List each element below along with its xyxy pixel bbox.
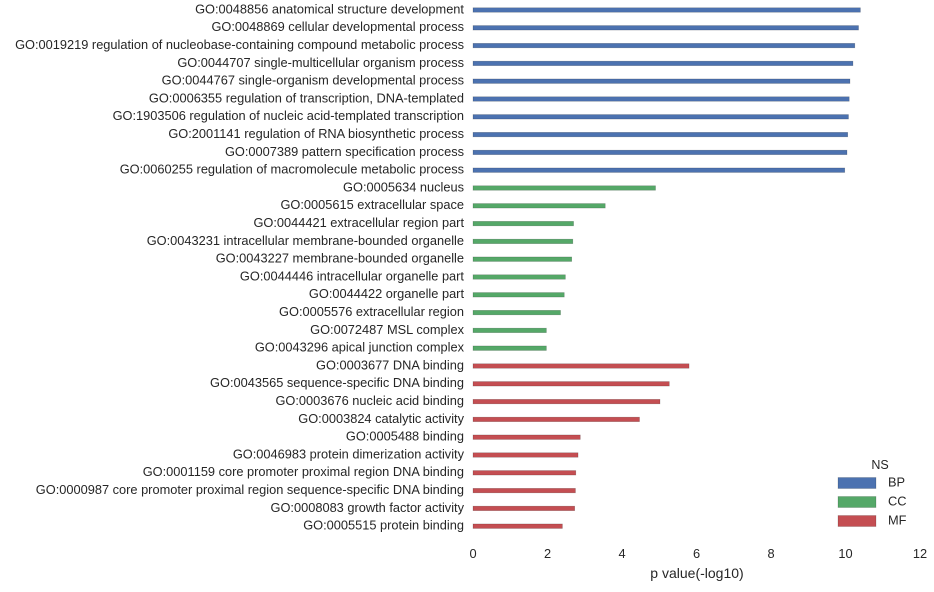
bar-mf-26: [472, 470, 577, 476]
y-tick-label: GO:0044707 single-multicellular organism…: [177, 55, 464, 70]
x-tick-labels: 0 2 4 6 8 10 12: [469, 546, 927, 561]
bar-bp-2: [472, 43, 856, 49]
y-tick-label: GO:0044446 intracellular organelle part: [240, 268, 465, 283]
bar-cc-12: [472, 221, 574, 227]
x-tick-label: 8: [767, 546, 774, 561]
bar-cc-19: [472, 345, 547, 351]
x-tick-label: 4: [618, 546, 625, 561]
legend-swatch-bp: [837, 477, 877, 489]
legend-label-bp: BP: [888, 474, 905, 489]
bar-mf-28: [472, 505, 575, 511]
legend-label-mf: MF: [888, 512, 907, 527]
y-tick-label: GO:2001141 regulation of RNA biosyntheti…: [168, 126, 464, 141]
y-tick-label: GO:0001159 core promoter proximal region…: [143, 464, 464, 479]
bar-cc-16: [472, 292, 565, 298]
legend-swatch-mf: [837, 515, 877, 527]
y-tick-label: GO:0043296 apical junction complex: [255, 340, 465, 355]
x-tick-label: 2: [544, 546, 551, 561]
bar-bp-4: [472, 78, 851, 84]
bars-layer: [472, 7, 861, 529]
x-tick-label: 12: [913, 546, 927, 561]
bar-mf-29: [472, 523, 563, 529]
x-axis-label: p value(-log10): [650, 565, 743, 581]
y-tick-label: GO:0043565 sequence-specific DNA binding: [210, 375, 464, 390]
y-tick-label: GO:0060255 regulation of macromolecule m…: [120, 162, 464, 177]
bar-mf-21: [472, 381, 670, 387]
y-tick-label: GO:0005488 binding: [346, 429, 464, 444]
y-tick-label: GO:0006355 regulation of transcription, …: [149, 90, 464, 105]
x-tick-label: 0: [469, 546, 476, 561]
bar-cc-10: [472, 185, 656, 191]
bar-cc-13: [472, 238, 574, 244]
y-tick-label: GO:0043231 intracellular membrane-bounde…: [147, 233, 464, 248]
bar-cc-15: [472, 274, 566, 280]
bar-bp-3: [472, 60, 854, 66]
y-tick-label: GO:0044767 single-organism developmental…: [162, 73, 464, 88]
legend: NS BP CC MF: [837, 458, 907, 527]
bar-bp-5: [472, 96, 850, 102]
y-tick-label: GO:0043227 membrane-bounded organelle: [216, 251, 464, 266]
bar-mf-27: [472, 488, 576, 494]
y-tick-label: GO:0005615 extracellular space: [280, 197, 464, 212]
y-tick-label: GO:0005634 nucleus: [343, 179, 464, 194]
bar-mf-24: [472, 434, 581, 440]
y-tick-label: GO:0005515 protein binding: [303, 518, 464, 533]
y-tick-label: GO:0044421 extracellular region part: [253, 215, 464, 230]
y-tick-label: GO:0046983 protein dimerization activity: [233, 446, 465, 461]
legend-label-cc: CC: [888, 493, 906, 508]
y-tick-label: GO:0003677 DNA binding: [316, 357, 464, 372]
y-tick-label: GO:0003676 nucleic acid binding: [275, 393, 464, 408]
y-tick-label: GO:0000987 core promoter proximal region…: [36, 482, 464, 497]
bar-cc-18: [472, 327, 547, 333]
y-tick-label: GO:0003824 catalytic activity: [298, 411, 464, 426]
y-tick-label: GO:0072487 MSL complex: [310, 322, 464, 337]
bar-mf-25: [472, 452, 579, 458]
y-tick-label: GO:0048856 anatomical structure developm…: [195, 1, 464, 16]
bar-mf-23: [472, 416, 640, 422]
y-tick-label: GO:1903506 regulation of nucleic acid-te…: [113, 108, 464, 123]
y-tick-label: GO:0008083 growth factor activity: [271, 500, 465, 515]
bar-bp-7: [472, 132, 849, 138]
legend-swatch-cc: [837, 496, 877, 508]
bar-cc-14: [472, 256, 573, 262]
y-tick-label: GO:0044422 organelle part: [309, 286, 465, 301]
bar-bp-9: [472, 167, 846, 173]
legend-title: NS: [871, 458, 888, 472]
y-tick-label: GO:0007389 pattern specification process: [225, 144, 464, 159]
y-tick-label: GO:0048869 cellular developmental proces…: [211, 19, 464, 34]
bar-cc-11: [472, 203, 606, 209]
bar-bp-6: [472, 114, 849, 120]
bar-bp-8: [472, 149, 848, 155]
bar-mf-20: [472, 363, 690, 369]
bar-bp-0: [472, 7, 861, 13]
y-tick-labels: GO:0048856 anatomical structure developm…: [15, 1, 465, 532]
bar-cc-17: [472, 310, 561, 316]
y-tick-label: GO:0019219 regulation of nucleobase-cont…: [15, 37, 464, 52]
x-tick-label: 6: [693, 546, 700, 561]
bar-mf-22: [472, 399, 661, 405]
y-tick-label: GO:0005576 extracellular region: [279, 304, 464, 319]
bar-bp-1: [472, 25, 859, 31]
x-tick-label: 10: [838, 546, 852, 561]
